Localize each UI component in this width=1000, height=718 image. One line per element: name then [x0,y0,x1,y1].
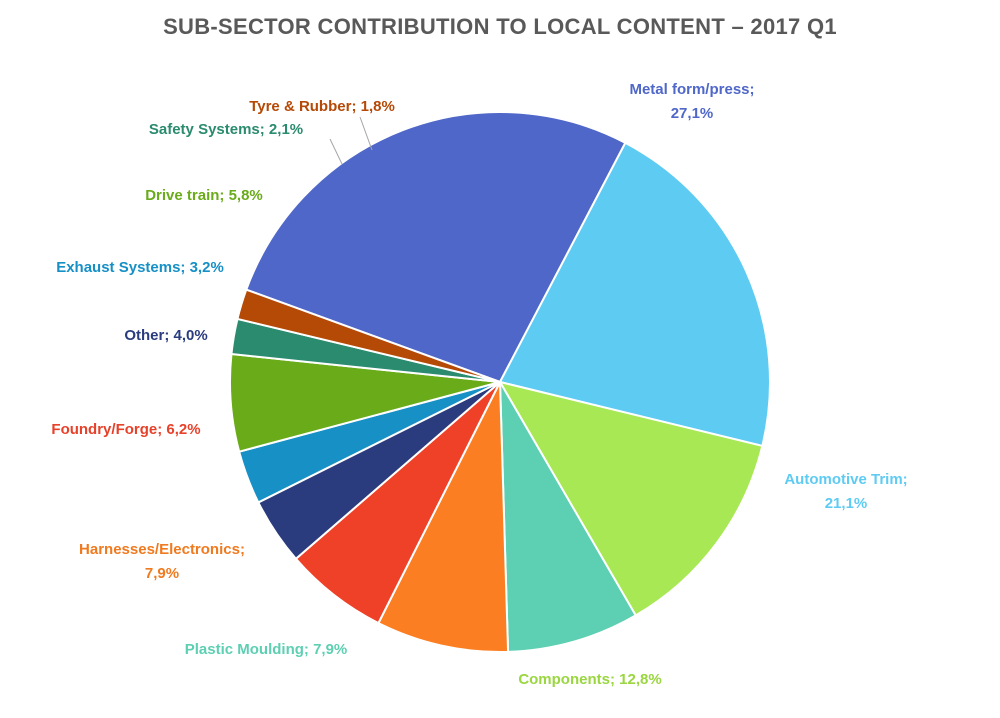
slice-label-name: Harnesses/Electronics; [79,541,245,558]
leader-lines [329,116,373,165]
chart-title: SUB-SECTOR CONTRIBUTION TO LOCAL CONTENT… [163,14,837,39]
slice-label-value: 21,1% [825,495,868,512]
pie-slice-harnesses-electronics [377,381,510,653]
slice-label-tyre-rubber: Tyre & Rubber; 1,8% [249,98,395,115]
slice-label-safety-systems: Safety Systems; 2,1% [149,121,303,138]
slice-label-metal-form-press: Metal form/press; 27,1% [629,81,754,122]
slice-label-automotive-trim: Automotive Trim; 21,1% [784,471,907,512]
pie-slice-metal-form-press [244,111,627,384]
slice-label-value: 27,1% [671,105,714,122]
pie-slice-plastic-moulding [499,381,638,653]
pie-slices [229,111,771,653]
slice-label-harnesses-electronics: Harnesses/Electronics; 7,9% [79,541,245,582]
pie-slice-tyre-rubber [236,288,501,383]
slice-label-exhaust-systems: Exhaust Systems; 3,2% [56,259,224,276]
slice-label-other: Other; 4,0% [124,327,207,344]
slice-label-components: Components; 12,8% [518,671,661,688]
slice-label-drive-train: Drive train; 5,8% [145,187,263,204]
leader-line-tyre-rubber [359,116,373,151]
slice-labels: Metal form/press; 27,1% Automotive Trim; 21… [51,81,907,688]
slice-label-value: 7,9% [145,565,179,582]
leader-line-safety-systems [329,138,343,165]
slice-label-name: Automotive Trim; [784,471,907,488]
pie-slice-automotive-trim [498,141,771,448]
pie-slice-components [497,380,764,617]
slice-label-foundry-forge: Foundry/Forge; 6,2% [51,421,200,438]
slice-label-plastic-moulding: Plastic Moulding; 7,9% [185,641,348,658]
slice-label-name: Metal form/press; [629,81,754,98]
